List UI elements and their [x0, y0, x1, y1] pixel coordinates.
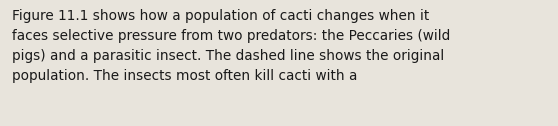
Text: Figure 11.1 shows how a population of cacti changes when it
faces selective pres: Figure 11.1 shows how a population of ca…: [12, 9, 450, 83]
